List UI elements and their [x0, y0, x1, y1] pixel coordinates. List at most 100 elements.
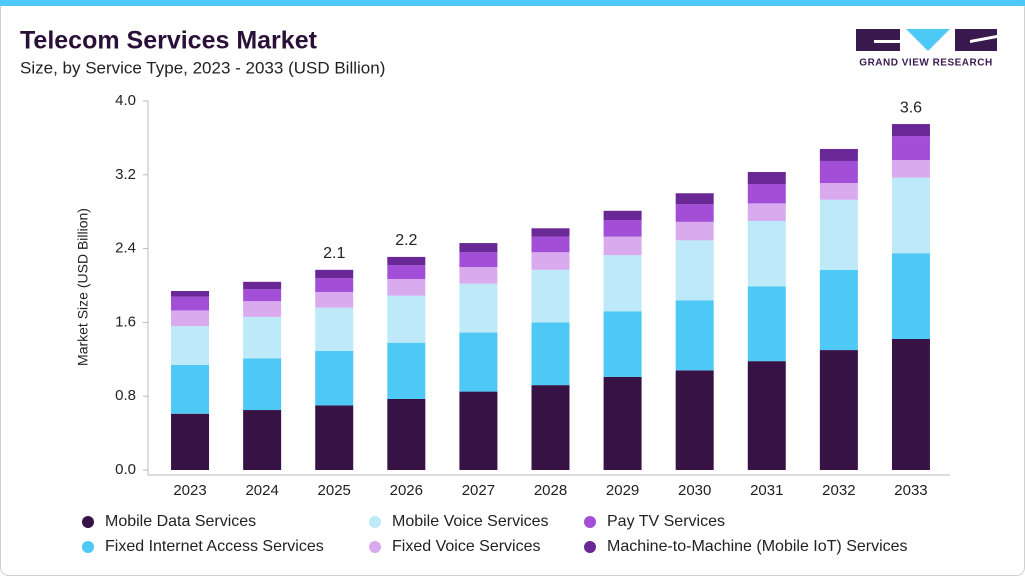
bar-segment — [459, 391, 498, 470]
bar-segment — [891, 160, 930, 178]
bar-segment — [387, 295, 426, 343]
y-tick-label: 1.6 — [115, 313, 136, 330]
y-tick-label: 0.8 — [115, 387, 136, 404]
bar-segment — [603, 255, 642, 312]
bar-segment — [171, 364, 210, 414]
brand: GRAND VIEW RESEARCH — [859, 58, 992, 69]
bar-segment — [819, 350, 858, 470]
bar-segment — [531, 269, 570, 323]
bar-segment — [243, 289, 282, 302]
bar-segment — [747, 220, 786, 287]
top-bar — [0, 0, 1025, 6]
bar-segment — [603, 311, 642, 377]
bar-segment — [531, 228, 570, 237]
logo: GRAND VIEW RESEARCH — [856, 29, 997, 69]
bar-segment — [459, 283, 498, 333]
bar-segment — [819, 148, 858, 161]
bar-segment — [891, 124, 930, 137]
x-tick-label: 2029 — [606, 482, 639, 499]
bar-segment — [171, 310, 210, 327]
bar-segment — [747, 184, 786, 204]
bar-segment — [387, 256, 426, 266]
x-tick-label: 2031 — [750, 482, 783, 499]
bar-segment — [531, 322, 570, 386]
bar-segment — [459, 243, 498, 253]
bar-segment — [315, 307, 354, 351]
legend-swatch — [369, 541, 381, 553]
bar-segment — [747, 203, 786, 221]
y-tick-label: 3.2 — [115, 166, 136, 183]
bar-segment — [675, 300, 714, 371]
x-tick-label: 2032 — [822, 482, 855, 499]
bar-segment — [171, 296, 210, 311]
x-tick-label: 2025 — [318, 482, 351, 499]
legend-swatch — [82, 516, 94, 528]
x-tick-label: 2030 — [678, 482, 711, 499]
bar-segment — [387, 342, 426, 399]
bar-segment — [459, 267, 498, 284]
x-tick-label: 2024 — [245, 482, 278, 499]
y-axis-title: Market Size (USD Billion) — [75, 208, 91, 366]
y-tick-label: 2.4 — [115, 240, 136, 257]
annotation: 3.6 — [900, 99, 922, 116]
bar-segment — [891, 253, 930, 340]
bar-segment — [243, 410, 282, 470]
bar-segment — [819, 160, 858, 184]
bar-segment — [171, 291, 210, 297]
bar-segment — [315, 278, 354, 292]
bar-segment — [531, 385, 570, 470]
chart-title: Telecom Services Market — [20, 27, 318, 55]
bar-segment — [243, 316, 282, 359]
bar-segment — [747, 172, 786, 185]
legend-label: Pay TV Services — [607, 513, 725, 530]
x-tick-label: 2028 — [534, 482, 567, 499]
bar-segment — [819, 183, 858, 200]
y-tick-label: 0.0 — [115, 461, 136, 478]
bar-segment — [675, 193, 714, 205]
bar-segment — [603, 220, 642, 237]
legend-label: Machine-to-Machine (Mobile IoT) Services — [607, 538, 908, 555]
bar-segment — [531, 236, 570, 253]
bar-segment — [315, 291, 354, 308]
bar-segment — [603, 376, 642, 470]
bar-segment — [603, 236, 642, 256]
chart-subtitle: Size, by Service Type, 2023 - 2033 (USD … — [20, 58, 385, 77]
bar-segment — [459, 252, 498, 268]
bar-segment — [747, 361, 786, 470]
legend-label: Mobile Voice Services — [392, 513, 549, 530]
legend-swatch — [584, 516, 596, 528]
x-tick-label: 2026 — [390, 482, 423, 499]
bar-segment — [819, 199, 858, 270]
x-tick-label: 2033 — [894, 482, 927, 499]
x-tick-label: 2027 — [462, 482, 495, 499]
legend-label: Fixed Voice Services — [392, 538, 541, 555]
bar-segment — [675, 221, 714, 241]
bar-segment — [387, 265, 426, 280]
bar-segment — [315, 405, 354, 470]
bar-segment — [891, 136, 930, 161]
y-tick-label: 4.0 — [115, 92, 136, 109]
bar-segment — [675, 240, 714, 301]
bar-segment — [891, 177, 930, 254]
bar-segment — [891, 339, 930, 470]
legend-swatch — [584, 541, 596, 553]
bar-segment — [819, 269, 858, 351]
legend-label: Fixed Internet Access Services — [105, 538, 324, 555]
bar-segment — [315, 269, 354, 279]
x-tick-label: 2023 — [173, 482, 206, 499]
bar-segment — [747, 286, 786, 362]
legend-swatch — [82, 541, 94, 553]
bar-segment — [171, 326, 210, 365]
legend-label: Mobile Data Services — [105, 513, 256, 530]
bar-segment — [603, 210, 642, 221]
bar-segment — [243, 281, 282, 290]
bar-segment — [387, 398, 426, 470]
annotation: 2.2 — [395, 232, 417, 249]
bar-segment — [243, 358, 282, 411]
bar-segment — [171, 413, 210, 470]
bar-segment — [531, 252, 570, 270]
legend-swatch — [369, 516, 381, 528]
bar-segment — [675, 370, 714, 470]
